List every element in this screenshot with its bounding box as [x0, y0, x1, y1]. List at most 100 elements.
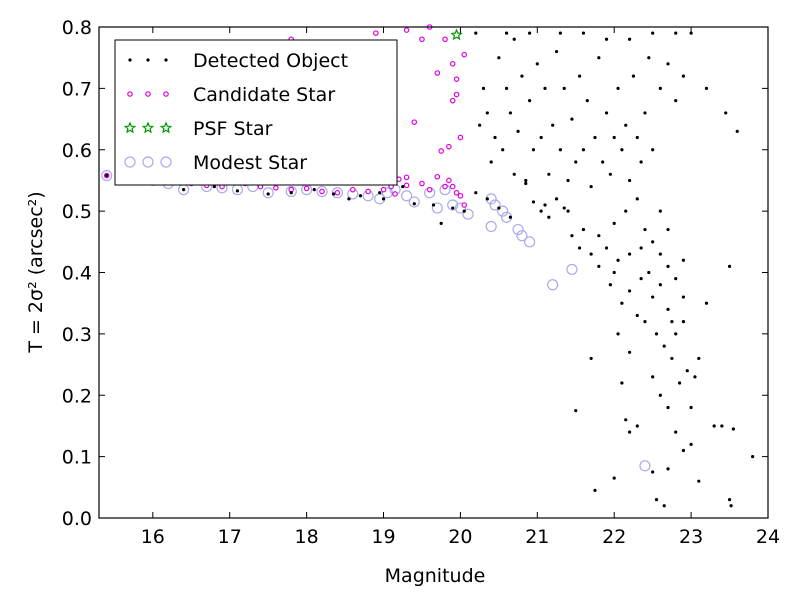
- detected-object-point: [597, 234, 601, 238]
- detected-object-point: [697, 479, 701, 483]
- detected-object-point: [508, 111, 512, 115]
- detected-object-point: [508, 215, 512, 219]
- detected-object-point: [358, 194, 363, 198]
- detected-object-point: [604, 37, 609, 41]
- detected-object-point: [689, 31, 693, 35]
- detected-object-point: [478, 123, 482, 127]
- detected-object-point: [589, 184, 593, 189]
- detected-object-point: [658, 283, 662, 287]
- modest-star-point: [524, 236, 536, 248]
- detected-object-point: [481, 86, 486, 90]
- x-tick-label: 16: [141, 526, 165, 548]
- candidate-star-point: [449, 183, 456, 190]
- detected-object-point: [616, 258, 620, 262]
- detected-object-point: [543, 203, 547, 207]
- candidate-star-point: [365, 188, 371, 195]
- y-tick-label: 0.7: [62, 78, 92, 100]
- modest-star-point: [462, 208, 474, 220]
- y-axis-label: T = 2σ² (arcsec²): [25, 191, 47, 353]
- modest-star-point: [497, 205, 509, 217]
- x-axis-label: Magnitude: [385, 565, 486, 587]
- detected-object-point: [528, 99, 532, 103]
- detected-object-point: [658, 252, 662, 256]
- detected-object-point: [554, 49, 559, 54]
- modest-star-point: [454, 202, 467, 214]
- candidate-star-point: [273, 185, 279, 191]
- candidate-star-point: [461, 202, 468, 208]
- detected-object-point: [693, 375, 697, 379]
- candidate-star-point: [438, 148, 444, 154]
- detected-object-point: [558, 148, 562, 152]
- detected-object-point: [616, 86, 620, 90]
- legend: Detected Object Candidate Star PSF Star Mod…: [114, 39, 398, 186]
- legend-marker-modest-star: [142, 156, 154, 168]
- y-tick-label: 0.4: [62, 263, 92, 285]
- detected-object-point: [666, 405, 670, 410]
- detected-object-point: [539, 135, 543, 140]
- detected-object-point: [604, 246, 609, 250]
- detected-object-point: [681, 448, 686, 453]
- y-tick-label: 0.5: [62, 201, 92, 223]
- detected-object-point: [620, 148, 624, 152]
- detected-object-point: [543, 86, 547, 90]
- detected-object-point: [624, 123, 628, 127]
- detected-object-point: [643, 227, 647, 232]
- detected-object-point: [639, 277, 643, 281]
- detected-object-point: [547, 172, 551, 176]
- detected-object-point: [627, 252, 632, 256]
- detected-object-point: [331, 192, 336, 196]
- modest-star-point: [566, 263, 578, 276]
- detected-object-point: [620, 381, 624, 385]
- candidate-star-point: [403, 27, 410, 33]
- candidate-star-point: [403, 182, 410, 189]
- legend-label-candidate-star: Candidate Star: [193, 84, 335, 106]
- detected-object-point: [681, 74, 686, 78]
- candidate-star-point: [457, 134, 464, 141]
- detected-object-point: [689, 442, 693, 446]
- modest-star-point: [489, 199, 501, 211]
- modest-star-point: [639, 460, 651, 472]
- detected-object-point: [497, 206, 501, 210]
- detected-object-point: [651, 470, 655, 474]
- detected-object-point: [512, 172, 516, 176]
- x-tick-label: 17: [218, 526, 242, 548]
- detected-object-point: [697, 356, 701, 361]
- detected-object-point: [489, 160, 493, 164]
- legend-marker-detected-object: [146, 58, 150, 62]
- x-tick-label: 19: [371, 526, 395, 548]
- detected-object-point: [635, 424, 639, 428]
- legend-label-modest-star: Modest Star: [193, 152, 307, 174]
- candidate-star-point: [457, 192, 464, 199]
- detected-object-point: [674, 332, 678, 336]
- candidate-star-point: [453, 91, 460, 98]
- detected-object-point: [685, 369, 689, 373]
- legend-label-psf-star: PSF Star: [193, 118, 273, 140]
- detected-object-point: [574, 408, 578, 413]
- detected-object-point: [381, 197, 386, 201]
- detected-object-point: [624, 209, 628, 213]
- detected-object-point: [627, 289, 632, 293]
- detected-object-point: [731, 427, 735, 431]
- detected-object-point: [531, 148, 536, 152]
- detected-object-point: [681, 320, 686, 324]
- detected-object-point: [451, 206, 455, 210]
- detected-object-point: [212, 184, 216, 189]
- detected-object-point: [724, 111, 728, 115]
- detected-object-point: [601, 160, 605, 164]
- detected-object-point: [689, 405, 693, 410]
- detected-object-point: [474, 31, 478, 35]
- detected-object-point: [627, 350, 632, 354]
- y-tick-label: 0.6: [62, 140, 92, 162]
- detected-object-point: [620, 301, 624, 305]
- legend-box: [114, 39, 398, 186]
- detected-object-point: [312, 188, 316, 192]
- detected-object-point: [593, 135, 597, 140]
- candidate-star-point: [446, 143, 452, 150]
- detected-object-point: [651, 295, 655, 299]
- detected-object-point: [712, 424, 716, 428]
- detected-object-point: [504, 31, 509, 35]
- detected-object-point: [627, 430, 632, 434]
- detected-object-point: [616, 332, 620, 336]
- detected-object-point: [666, 467, 670, 471]
- modest-star-point: [516, 230, 528, 242]
